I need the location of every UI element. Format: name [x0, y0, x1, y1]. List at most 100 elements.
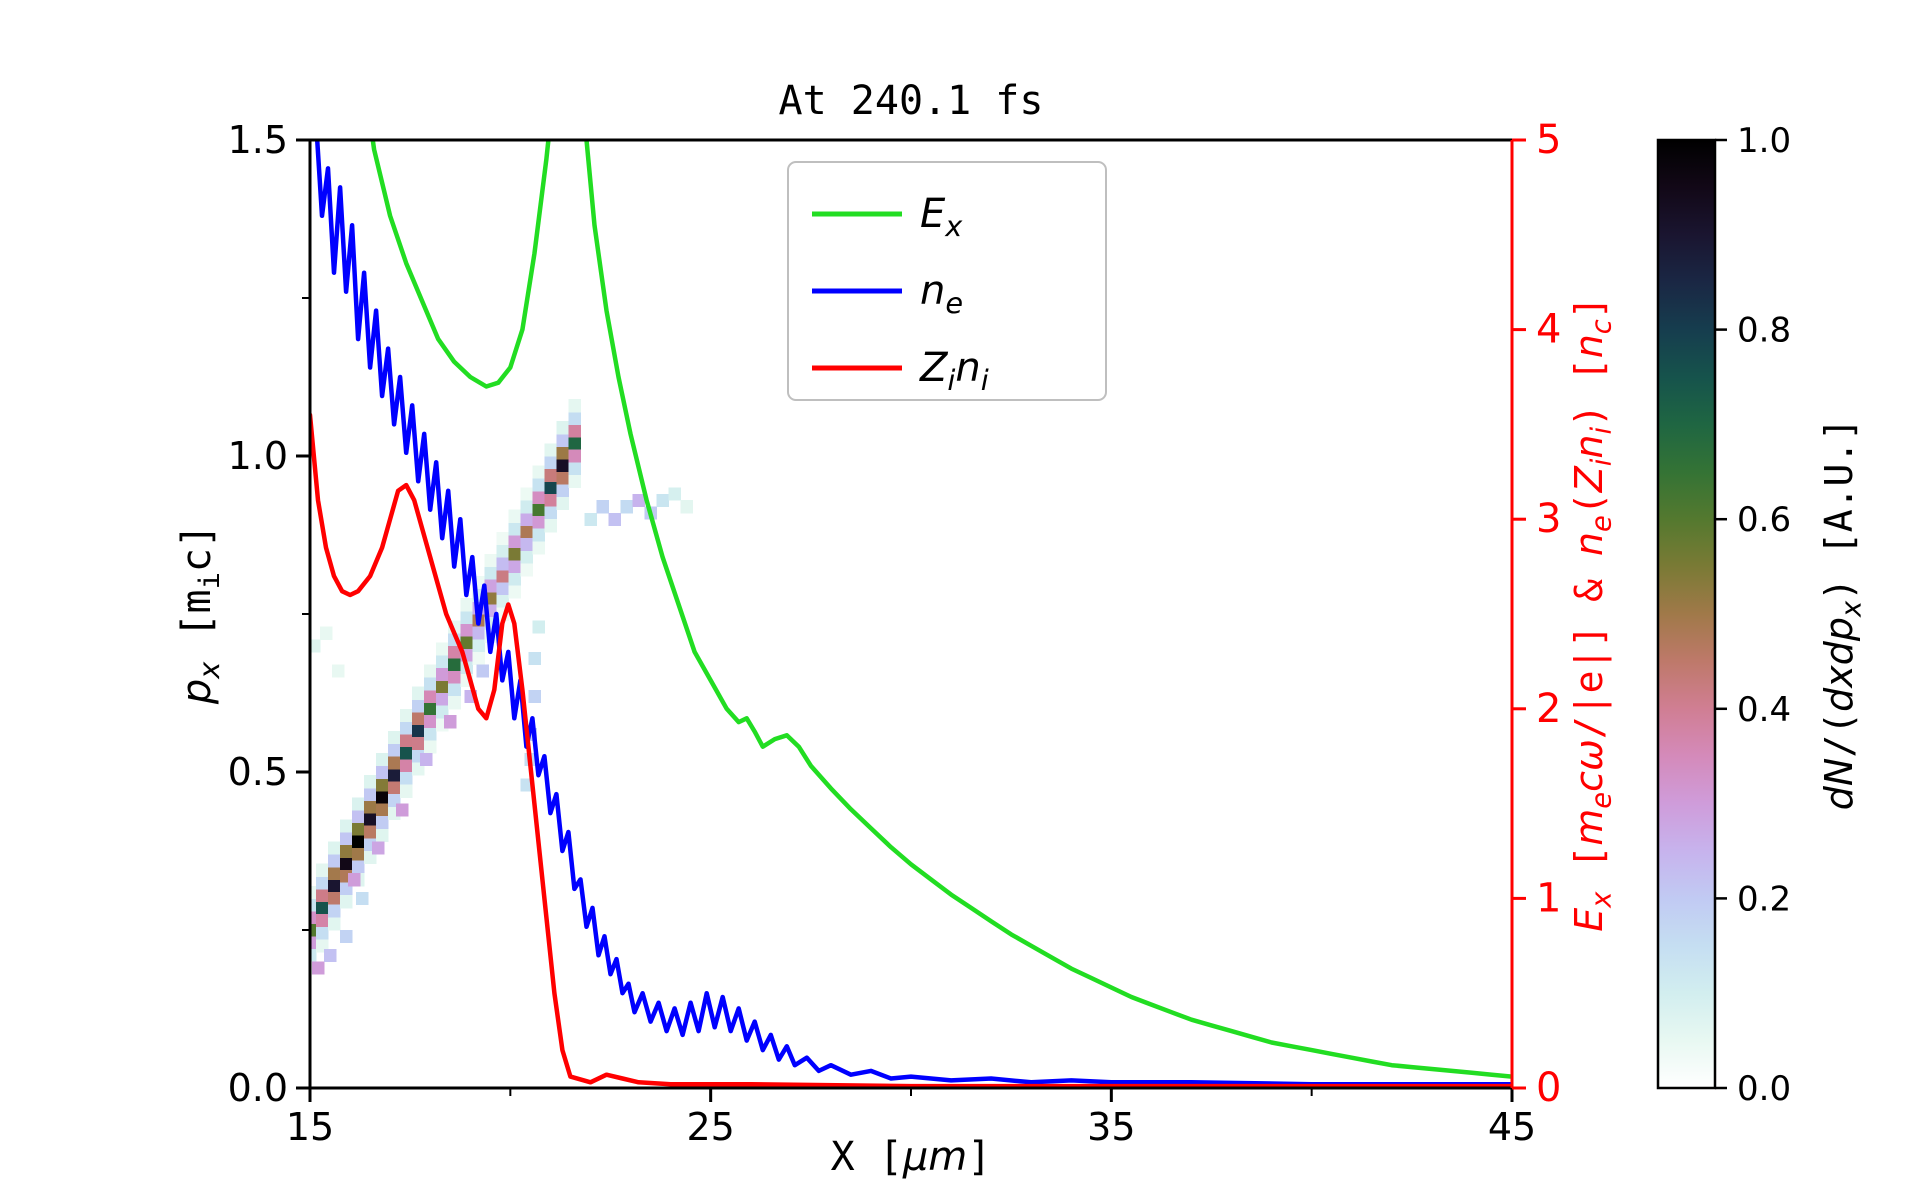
heatmap-cell — [400, 734, 413, 748]
heatmap-cell — [352, 797, 365, 811]
y-left-tick-label: 0.5 — [228, 750, 288, 794]
heatmap-cell — [520, 500, 533, 514]
heatmap-cell — [620, 500, 634, 514]
heatmap-cell — [340, 930, 353, 944]
heatmap-cell — [312, 961, 325, 975]
heatmap-cell — [424, 715, 437, 729]
heatmap-cell — [352, 860, 365, 874]
heatmap-cell — [310, 923, 317, 937]
heatmap-cell — [448, 658, 461, 672]
heatmap-cell — [436, 693, 449, 707]
colorbar-tick-label: 1.0 — [1737, 121, 1791, 161]
y-left-tick-label: 1.5 — [228, 118, 288, 162]
heatmap-cell — [596, 500, 609, 514]
heatmap-cell — [424, 702, 437, 716]
heatmap-cell — [332, 664, 345, 678]
heatmap-cell — [508, 547, 521, 561]
heatmap-cell — [376, 803, 389, 817]
y-right-tick-label: 0 — [1536, 1065, 1561, 1111]
heatmap-cell — [496, 557, 509, 571]
heatmap-cell — [400, 708, 413, 722]
heatmap-cell — [400, 784, 413, 798]
heatmap-cell — [340, 844, 353, 858]
colorbar-tick-label: 0.0 — [1737, 1069, 1791, 1109]
x-tick-label: 15 — [286, 1105, 334, 1149]
heatmap-cell — [310, 936, 317, 950]
heatmap-cell — [436, 680, 449, 694]
heatmap-cell — [328, 904, 341, 918]
heatmap-cell — [424, 689, 437, 703]
heatmap-cell — [508, 585, 521, 599]
heatmap-cell — [436, 655, 449, 669]
heatmap-cell — [376, 765, 389, 779]
heatmap-cell — [310, 898, 317, 912]
heatmap-cell — [396, 803, 409, 817]
y-right-tick-label: 3 — [1536, 496, 1561, 542]
heatmap-cell — [412, 699, 425, 713]
heatmap-cell — [544, 443, 557, 457]
heatmap-cell — [364, 825, 377, 839]
colorbar-gradient — [1656, 138, 1717, 1090]
heatmap-cell — [544, 481, 557, 495]
heatmap-cell — [316, 863, 329, 877]
heatmap-cell — [420, 753, 433, 767]
heatmap-cell — [448, 645, 461, 659]
heatmap-cell — [520, 563, 533, 577]
heatmap-cell — [328, 917, 341, 931]
heatmap-cell — [340, 895, 353, 909]
heatmap-cell — [568, 424, 581, 438]
y-right-axis-label: Ex [mecω/|e|] & ne(Zini) [nc] — [1567, 296, 1617, 931]
heatmap-cell — [340, 832, 353, 846]
heatmap-cell — [448, 696, 461, 710]
heatmap-cell — [472, 626, 485, 640]
x-tick-label: 45 — [1488, 1105, 1536, 1149]
heatmap-cell — [328, 892, 341, 906]
heatmap-cell — [316, 901, 329, 915]
colorbar-tick-label: 0.2 — [1737, 879, 1791, 919]
heatmap-cell — [532, 503, 545, 517]
heatmap-cell — [508, 535, 521, 549]
x-tick-label: 35 — [1087, 1105, 1135, 1149]
heatmap-cell — [400, 772, 413, 786]
heatmap-cell — [520, 525, 533, 539]
heatmap-cell — [544, 456, 557, 470]
heatmap-cell — [388, 781, 401, 795]
heatmap-cell — [608, 512, 622, 527]
heatmap-cell — [372, 841, 385, 855]
x-tick-label: 25 — [686, 1105, 734, 1149]
heatmap-cell — [528, 689, 541, 703]
heatmap-cell — [520, 512, 533, 527]
heatmap-cell — [448, 670, 461, 685]
heatmap-cell — [568, 399, 581, 413]
heatmap-cell — [528, 651, 541, 666]
heatmap-cell — [328, 841, 341, 855]
heatmap-cell — [316, 926, 329, 940]
heatmap-cell — [412, 711, 425, 726]
heatmap-cell — [508, 509, 521, 523]
heatmap-cell — [484, 579, 497, 593]
heatmap-cell — [310, 885, 317, 899]
heatmap-cell — [352, 822, 365, 836]
heatmap-cell — [568, 462, 581, 476]
heatmap-cell — [448, 683, 461, 697]
chart-title: At 240.1 fs — [779, 78, 1044, 124]
heatmap-cell — [388, 756, 401, 770]
heatmap-cell — [556, 446, 569, 460]
y-right-tick-label: 2 — [1536, 686, 1561, 732]
heatmap-cell — [656, 493, 670, 508]
heatmap-cell — [520, 487, 533, 501]
heatmap-cell — [508, 572, 521, 587]
heatmap-cell — [328, 879, 341, 893]
heatmap-cell — [532, 465, 545, 479]
heatmap-cell — [412, 737, 425, 751]
legend-box — [787, 161, 1107, 401]
heatmap-cell — [356, 892, 369, 906]
heatmap-cell — [340, 819, 353, 833]
heatmap-cell — [316, 888, 329, 903]
heatmap-cell — [328, 854, 341, 868]
heatmap-cell — [444, 715, 457, 729]
heatmap-cell — [460, 623, 473, 637]
y-left-tick-label: 0.0 — [228, 1066, 288, 1110]
heatmap-cell — [412, 724, 425, 738]
